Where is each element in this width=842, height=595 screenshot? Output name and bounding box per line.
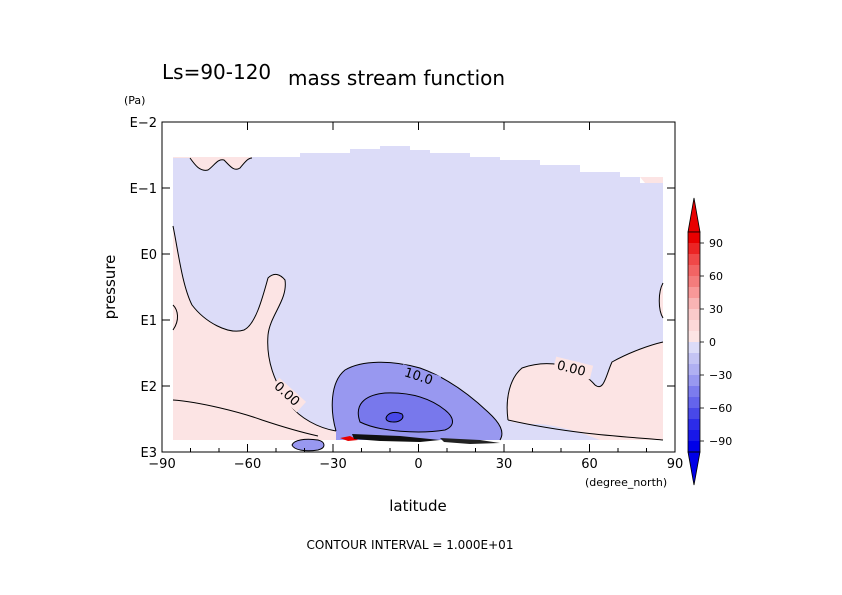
contour-zero-left-tip — [172, 304, 178, 331]
y-tick-label: E−2 — [130, 116, 157, 131]
y-axis-label: pressure — [101, 255, 119, 320]
contour-label-bg-1 — [398, 364, 442, 390]
colorbar-label: −90 — [709, 435, 732, 448]
positive-region-top-right — [640, 177, 663, 183]
contour-zero-left-lower — [172, 399, 319, 437]
colorbar-cell-70-80 — [688, 254, 700, 265]
contour-zero-right-bottom — [507, 419, 664, 441]
surface-feature-dark-2 — [440, 438, 500, 444]
surface-feature-positive — [340, 436, 358, 441]
x-tick-label: 60 — [581, 457, 598, 472]
x-tick-label: 0 — [414, 457, 422, 472]
y-tick-labels: E−2 E−1 E0 E1 E2 E3 — [130, 116, 157, 461]
colorbar-cell-40-50 — [688, 287, 700, 298]
colorbar-label: 30 — [709, 303, 723, 316]
contour-label: 0.00 — [555, 358, 587, 380]
colorbar-label: 0 — [709, 336, 716, 349]
colorbar-cell-neg60-neg70 — [688, 408, 700, 419]
colorbar: 90 60 30 0 −30 −60 −90 — [687, 197, 732, 486]
y-units: (Pa) — [124, 94, 145, 107]
colorbar-cell-neg10-neg20 — [688, 353, 700, 364]
colorbar-cell-neg80-neg90 — [688, 430, 700, 441]
colorbar-cell-neg20-neg30 — [688, 364, 700, 375]
x-units: (degree_north) — [585, 476, 667, 489]
x-tick-label: 30 — [496, 457, 513, 472]
colorbar-cell-neg90-minus — [688, 441, 700, 452]
y-tick-label: E−1 — [130, 182, 157, 197]
colorbar-label: −60 — [709, 402, 732, 415]
surface-feature-dark — [352, 434, 440, 442]
x-tick-label: −30 — [319, 457, 346, 472]
contour-zero-top-left — [189, 157, 253, 171]
contour-field — [172, 146, 664, 452]
colorbar-cell-neg30-neg40 — [688, 375, 700, 386]
colorbar-cell-50-60 — [688, 276, 700, 287]
y-tick-label: E1 — [141, 314, 158, 329]
colorbar-cell-neg40-neg50 — [688, 386, 700, 397]
colorbar-cell-90-plus — [688, 232, 700, 243]
colorbar-cell-0-neg10 — [688, 342, 700, 353]
negative-cell-20 — [358, 392, 453, 432]
colorbar-label: 60 — [709, 270, 723, 283]
colorbar-cell-80-90 — [688, 243, 700, 254]
chart-title: mass stream function — [288, 66, 505, 90]
y-tick-label: E0 — [141, 248, 158, 263]
colorbar-cell-20-30 — [688, 309, 700, 320]
contour-zero-right — [506, 341, 664, 421]
y-tick-label: E3 — [141, 446, 158, 461]
contour-interval-note: CONTOUR INTERVAL = 1.000E+01 — [307, 538, 514, 552]
contour-neg10 — [331, 361, 503, 441]
contour-neg20 — [357, 392, 453, 433]
negative-core-30 — [386, 412, 403, 422]
x-tick-label: −90 — [148, 457, 175, 472]
contour-zero-surface-cell — [291, 438, 325, 452]
x-tick-label: −60 — [234, 457, 261, 472]
colorbar-label: 90 — [709, 237, 723, 250]
x-tick-label: 90 — [667, 457, 684, 472]
x-tick-labels: −90 −60 −30 0 30 60 90 — [148, 457, 683, 472]
y-axis — [162, 121, 675, 453]
colorbar-cell-60-70 — [688, 265, 700, 276]
positive-region-right — [507, 342, 663, 440]
colorbar-max-triangle — [687, 197, 701, 233]
colorbar-cell-neg70-neg80 — [688, 419, 700, 430]
x-axis-label: latitude — [389, 497, 447, 515]
colorbar-cell-30-40 — [688, 298, 700, 309]
colorbar-cell-neg50-neg60 — [688, 397, 700, 408]
contour-label-bg-2 — [552, 356, 594, 380]
x-axis — [161, 122, 676, 452]
contour-zero-right-edge — [658, 282, 664, 319]
positive-region-top-left — [173, 157, 252, 171]
chart-subtitle: Ls=90-120 — [162, 60, 271, 84]
colorbar-label: −30 — [709, 369, 732, 382]
colorbar-cell-10-20 — [688, 320, 700, 331]
negative-cell-surface — [292, 439, 324, 451]
contour-neg30 — [385, 411, 404, 423]
y-tick-label: E2 — [141, 380, 158, 395]
colorbar-cell-0-10 — [688, 331, 700, 342]
positive-region-left — [173, 226, 336, 440]
contour-label-bg-3 — [269, 377, 307, 413]
colorbar-min-triangle — [687, 451, 701, 486]
